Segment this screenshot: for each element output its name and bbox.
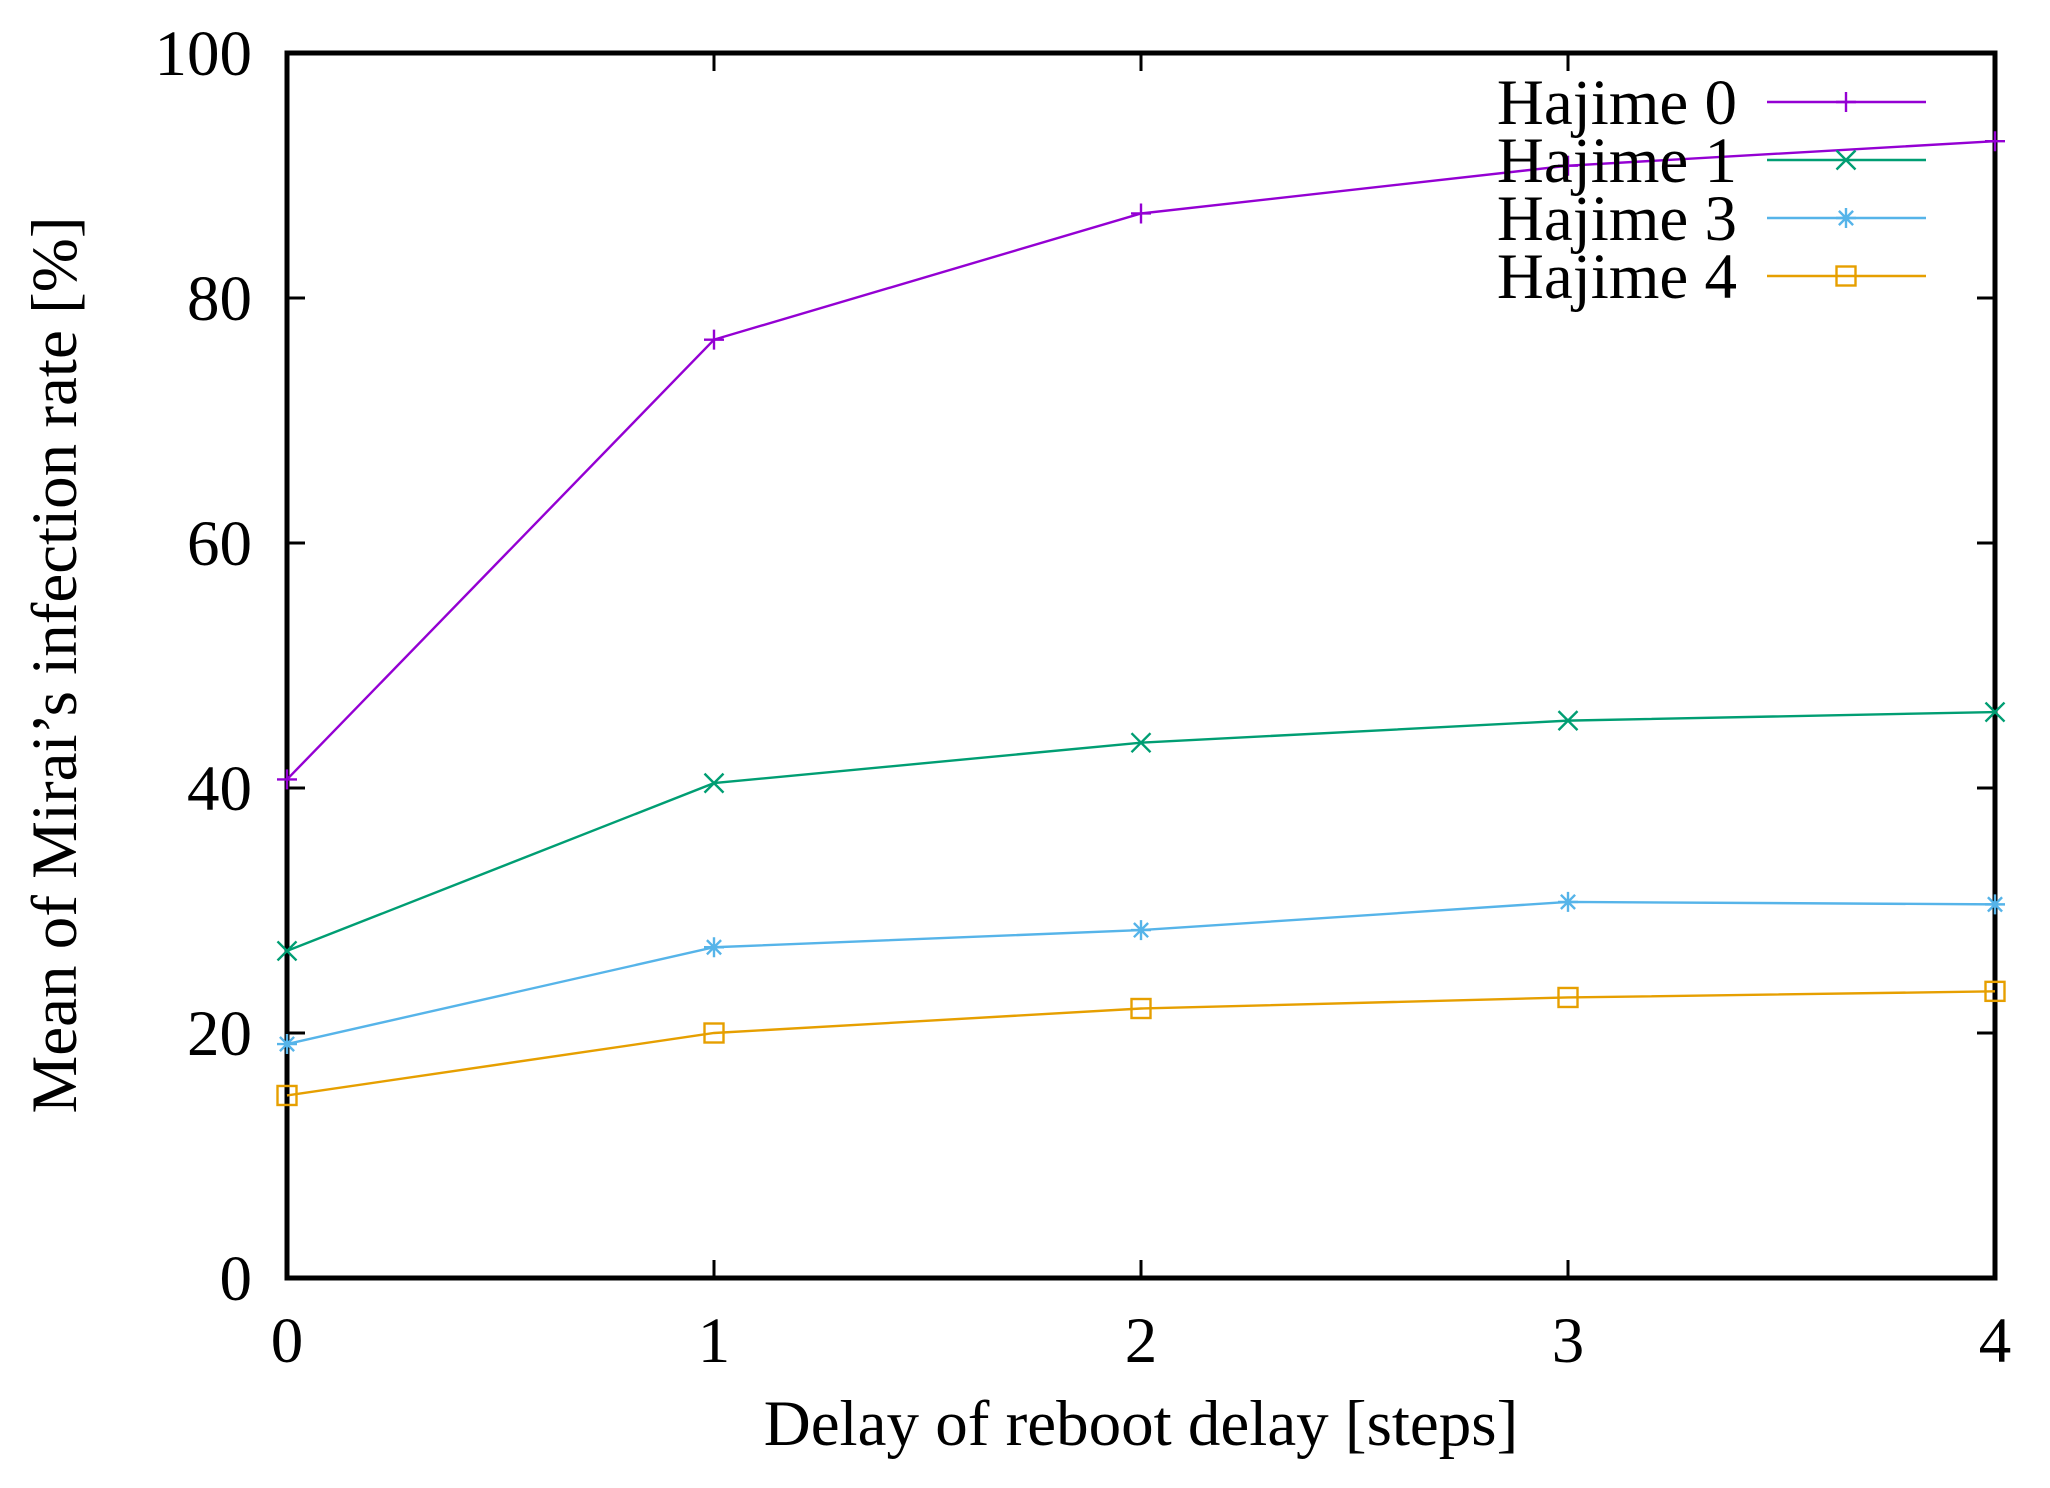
legend-label: Hajime 0 <box>1497 67 1737 139</box>
data-point-marker <box>1557 986 1579 1009</box>
legend-label: Hajime 3 <box>1497 183 1737 255</box>
data-point-marker <box>1984 701 2006 723</box>
series-markers-hajime-3 <box>277 891 2005 1055</box>
data-point-marker <box>704 937 724 958</box>
x-tick-label: 1 <box>698 1305 731 1377</box>
x-tick-label: 4 <box>1979 1305 2012 1377</box>
y-tick-label: 0 <box>220 1243 253 1315</box>
series-line-hajime-1 <box>286 710 1996 953</box>
data-point-marker <box>1557 710 1579 731</box>
legend-marker <box>1835 149 1857 171</box>
data-point-marker <box>1131 203 1151 224</box>
series-markers-hajime-4 <box>276 980 2006 1107</box>
data-point-marker <box>277 1034 297 1055</box>
data-point-marker <box>1130 997 1152 1020</box>
legend-item-hajime-4: Hajime 4 <box>1497 241 1926 313</box>
data-point-marker <box>1984 980 2006 1003</box>
legend-marker <box>1836 208 1856 228</box>
legend-item-hajime-0: Hajime 0 <box>1497 67 1926 139</box>
data-point-marker <box>276 940 298 962</box>
data-point-marker <box>704 329 724 350</box>
data-point-marker <box>703 1022 725 1044</box>
y-tick-label: 20 <box>187 998 252 1070</box>
y-axis-title: Mean of Mirai’s infection rate [%] <box>19 216 91 1113</box>
y-tick-label: 100 <box>155 18 253 90</box>
data-point-marker <box>1130 732 1152 754</box>
legend-marker <box>1835 265 1857 287</box>
data-point-marker <box>1985 131 2005 152</box>
series-line-hajime-0 <box>286 140 1996 781</box>
data-point-marker <box>1131 920 1151 941</box>
legend-label: Hajime 4 <box>1497 241 1737 313</box>
x-tick-label: 2 <box>1125 1305 1158 1377</box>
series-markers-hajime-1 <box>276 701 2006 962</box>
series-layer <box>276 131 2006 1107</box>
data-point-marker <box>1558 891 1578 912</box>
y-tick-label: 60 <box>187 508 252 580</box>
data-point-marker <box>277 769 297 790</box>
x-tick-label: 3 <box>1552 1305 1585 1377</box>
x-tick-label: 0 <box>271 1305 304 1377</box>
x-axis-title: Delay of reboot delay [steps] <box>764 1388 1518 1460</box>
y-tick-label: 80 <box>187 263 252 335</box>
legend-label: Hajime 1 <box>1497 125 1737 197</box>
series-markers-hajime-0 <box>277 131 2005 790</box>
legend-item-hajime-1: Hajime 1 <box>1497 125 1926 197</box>
data-point-marker <box>276 1084 298 1107</box>
y-tick-label: 40 <box>187 753 252 825</box>
series-line-hajime-4 <box>286 990 1996 1097</box>
plot-border <box>284 50 1998 1281</box>
data-point-marker <box>1558 155 1578 176</box>
data-point-marker <box>1985 894 2005 915</box>
legend-item-hajime-3: Hajime 3 <box>1497 183 1926 255</box>
legend-marker <box>1836 92 1856 112</box>
data-point-marker <box>703 772 725 794</box>
